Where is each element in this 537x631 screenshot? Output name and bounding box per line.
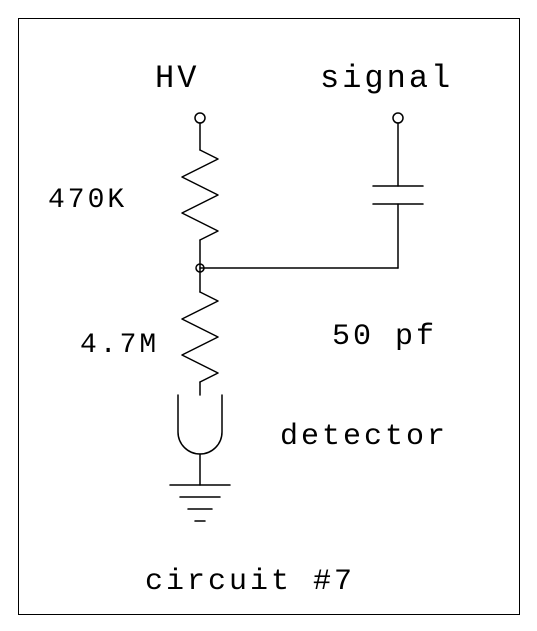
label-title: circuit #7 xyxy=(145,565,355,599)
signal-terminal xyxy=(393,113,403,123)
label-r1: 470K xyxy=(48,185,127,216)
resistor-r2 xyxy=(182,292,218,382)
schematic-svg xyxy=(0,0,537,631)
capacitor-c1 xyxy=(373,186,423,204)
label-signal: signal xyxy=(320,60,453,97)
hv-terminal xyxy=(195,113,205,123)
label-detector: detector xyxy=(280,420,448,454)
ground-symbol xyxy=(170,485,230,521)
resistor-r1 xyxy=(182,150,218,240)
label-r2: 4.7M xyxy=(80,330,159,361)
detector-symbol xyxy=(178,395,222,454)
label-hv: HV xyxy=(155,60,199,97)
label-c1: 50 pf xyxy=(332,320,437,354)
